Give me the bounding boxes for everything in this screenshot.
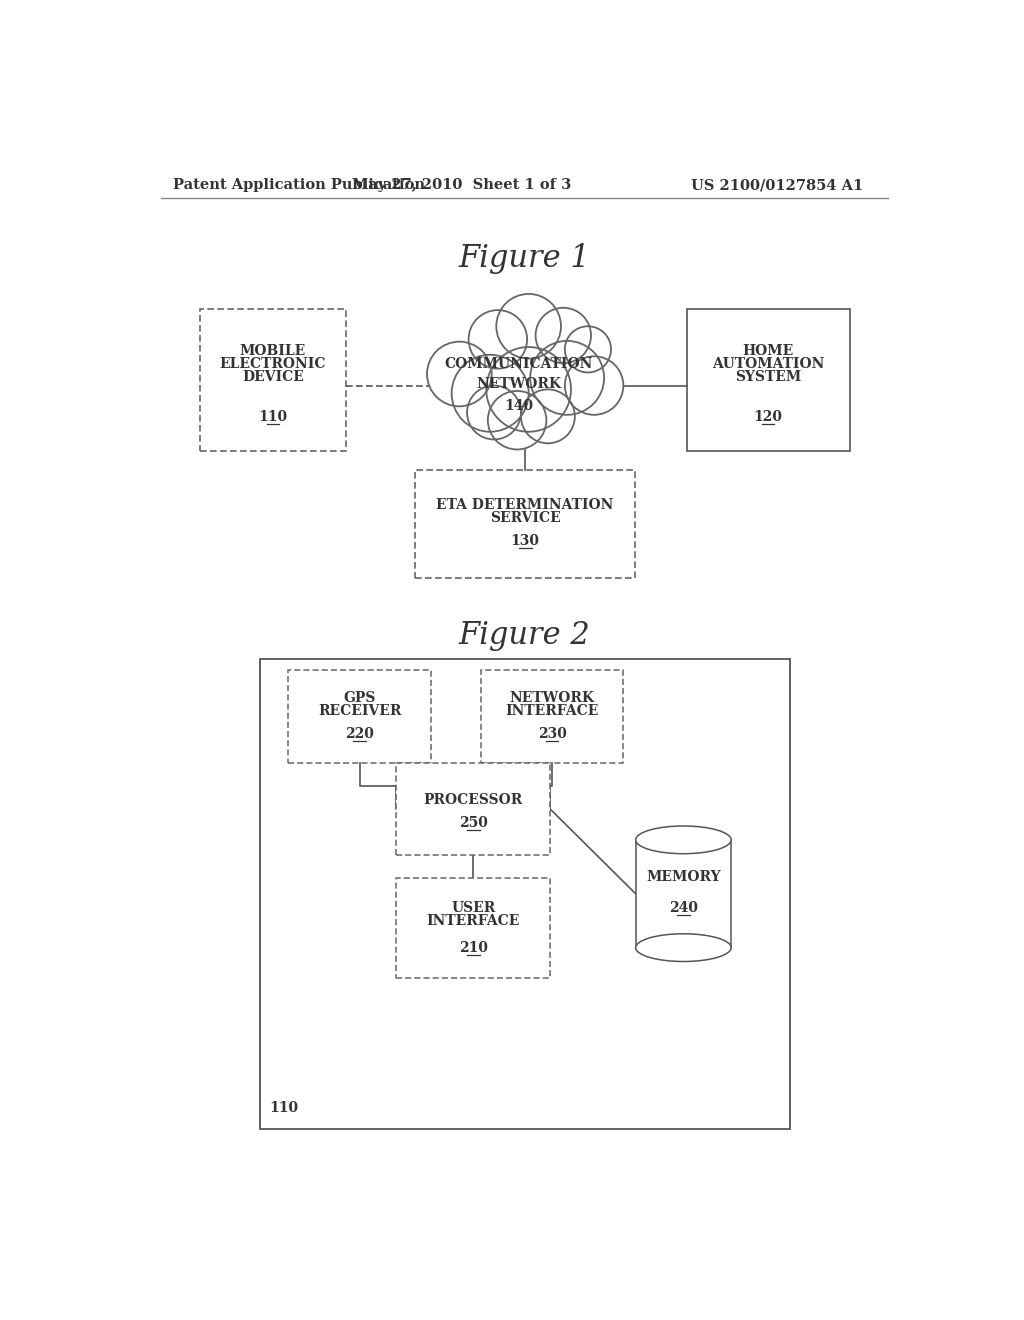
Text: 140: 140 [504,400,534,413]
Text: MEMORY: MEMORY [646,870,721,884]
Bar [200,309,346,451]
Text: GPS: GPS [343,690,376,705]
Text: Patent Application Publication: Patent Application Publication [173,178,425,193]
Text: 120: 120 [754,409,782,424]
Circle shape [452,355,528,432]
Circle shape [427,342,492,407]
Bar [260,659,790,1129]
Text: AUTOMATION: AUTOMATION [712,358,824,371]
Text: 210: 210 [459,941,487,956]
Text: RECEIVER: RECEIVER [317,704,401,718]
Bar [481,671,624,763]
Bar [396,878,550,978]
Bar [686,309,850,451]
Text: US 2100/0127854 A1: US 2100/0127854 A1 [691,178,863,193]
Text: 110: 110 [258,409,288,424]
Circle shape [486,347,571,432]
Text: SYSTEM: SYSTEM [735,371,801,384]
Circle shape [565,326,611,372]
Ellipse shape [636,826,731,854]
Circle shape [497,294,561,359]
Ellipse shape [636,933,731,961]
Circle shape [469,310,527,368]
Circle shape [497,294,561,359]
Circle shape [565,356,624,414]
Text: ETA DETERMINATION: ETA DETERMINATION [436,498,613,512]
Text: DEVICE: DEVICE [242,371,304,384]
Text: MOBILE: MOBILE [240,345,306,358]
Text: COMMUNICATION
NETWORK: COMMUNICATION NETWORK [444,358,593,391]
Text: INTERFACE: INTERFACE [506,704,599,718]
Text: 130: 130 [511,535,540,548]
Text: 230: 230 [538,726,566,741]
Circle shape [565,356,624,414]
Circle shape [536,308,591,363]
Text: Figure 1: Figure 1 [459,243,591,275]
Text: 250: 250 [459,816,487,830]
Circle shape [530,341,604,414]
Circle shape [487,391,547,449]
Text: ELECTRONIC: ELECTRONIC [220,358,327,371]
Bar [289,671,431,763]
Text: HOME: HOME [742,345,794,358]
Circle shape [536,308,591,363]
Text: NETWORK: NETWORK [510,690,595,705]
Text: 110: 110 [269,1101,298,1114]
Circle shape [530,341,604,414]
Text: INTERFACE: INTERFACE [427,913,520,928]
Text: May 27, 2010  Sheet 1 of 3: May 27, 2010 Sheet 1 of 3 [352,178,571,193]
Text: 240: 240 [669,900,698,915]
Text: PROCESSOR: PROCESSOR [424,793,523,807]
Text: USER: USER [452,902,496,915]
Text: Figure 2: Figure 2 [459,620,591,651]
Text: 220: 220 [345,726,374,741]
Circle shape [565,326,611,372]
Circle shape [521,389,574,444]
Bar [636,840,731,948]
Text: SERVICE: SERVICE [489,511,560,525]
Bar [396,763,550,855]
Circle shape [467,385,521,440]
Bar [416,470,635,578]
